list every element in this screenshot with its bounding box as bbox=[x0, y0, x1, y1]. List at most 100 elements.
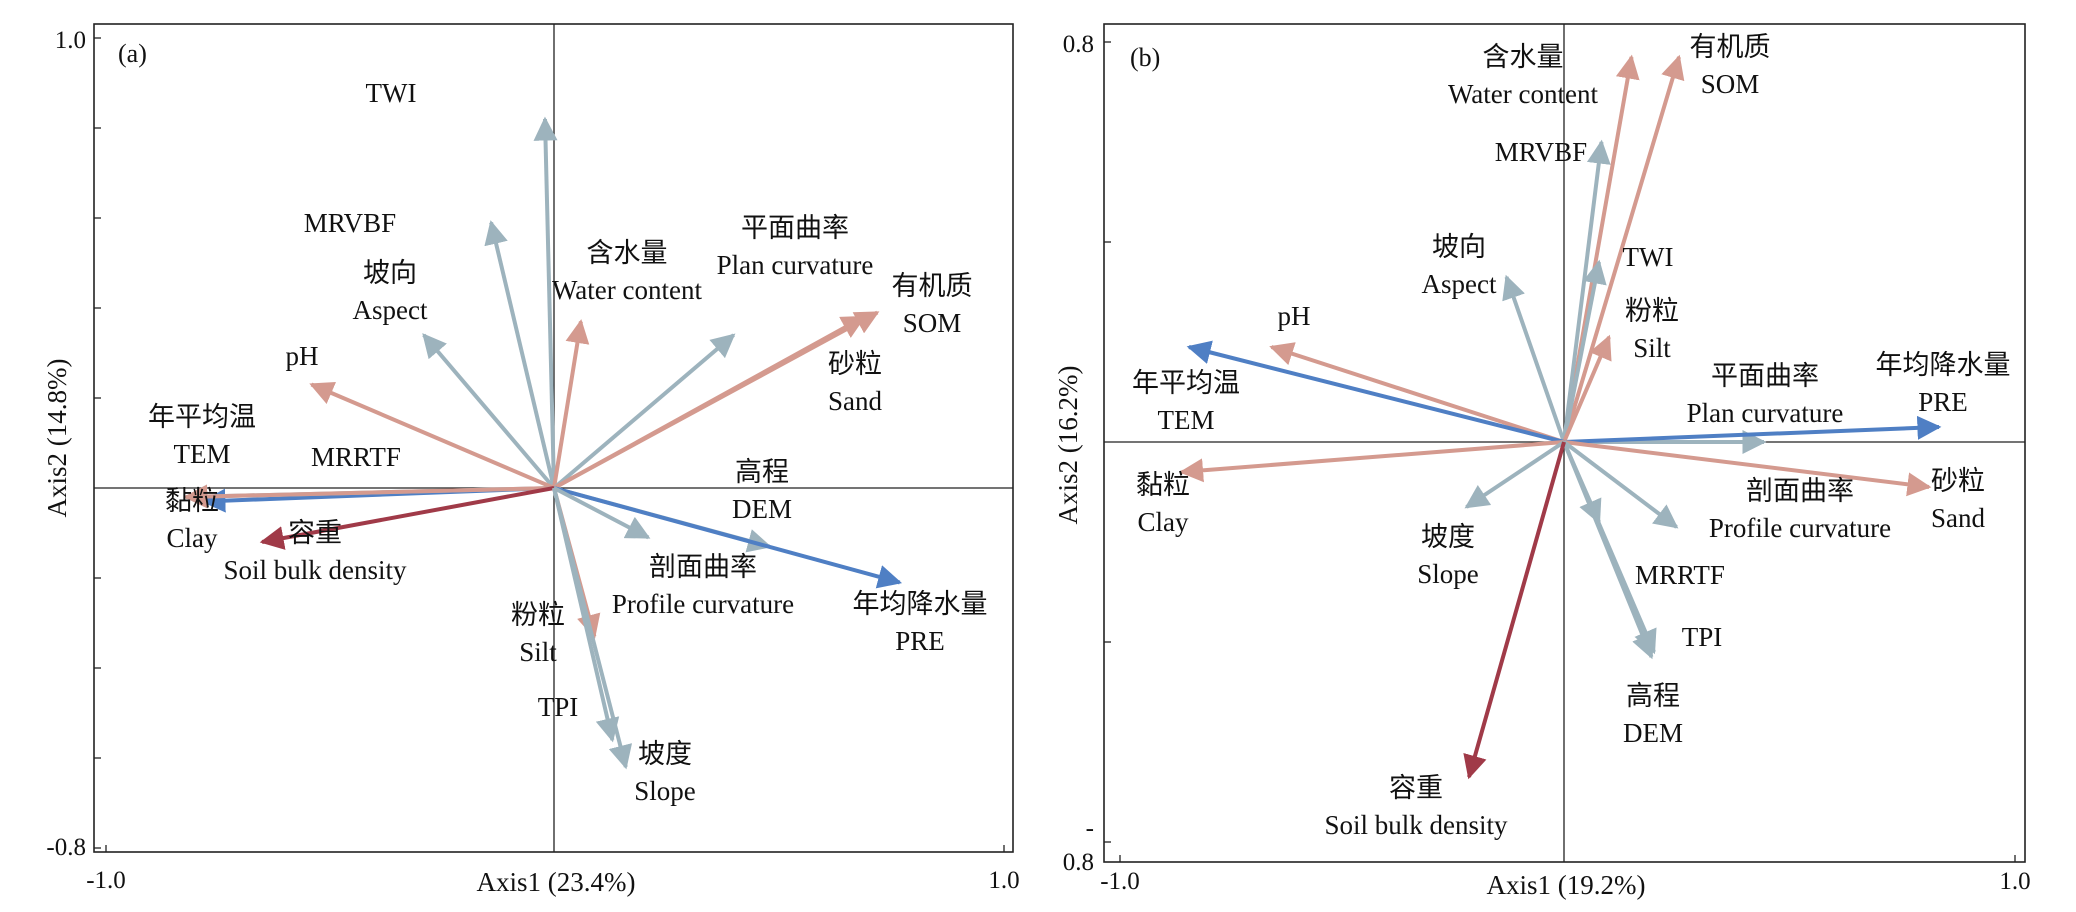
panel-b-label-tem: 年平均温 TEM bbox=[1132, 368, 1240, 435]
panel-a-arrow-sand bbox=[553, 315, 866, 490]
panel-a-label-twi: TWI bbox=[366, 78, 417, 108]
panel-b-ytick-label-mid: - bbox=[1086, 815, 1094, 842]
panel-a-label-mrrtf: MRRTF bbox=[311, 442, 401, 472]
panel-a-label-bulkdensity-line-1: Soil bulk density bbox=[223, 555, 407, 585]
panel-a-label-bulkdensity-line-0: 容重 bbox=[288, 518, 342, 548]
panel-a-label-watercontent-line-0: 含水量 bbox=[587, 238, 668, 268]
panel-a-label-som-line-0: 有机质 bbox=[892, 271, 973, 301]
panel-b-label-pre-line-1: PRE bbox=[1918, 387, 1968, 417]
panel-b-label-som-line-1: SOM bbox=[1701, 69, 1760, 99]
panel-b-label-dem-line-1: DEM bbox=[1623, 718, 1683, 748]
panel-b-ytick-label-top: 0.8 bbox=[1063, 31, 1094, 58]
panel-b-label-aspect-line-1: Aspect bbox=[1422, 269, 1497, 299]
panel-a-arrow-bulkdensity bbox=[259, 486, 555, 550]
panel-b-label-ph-line-0: pH bbox=[1278, 301, 1311, 331]
panel-b: 0.8 - 0.8 -1.0 1.0 Axis1 (19.2%) Axis2 (… bbox=[1053, 23, 2031, 900]
panel-b-label-profcurv: 剖面曲率 Profile curvature bbox=[1709, 476, 1891, 543]
panel-b-ytick-label-bottom: 0.8 bbox=[1063, 849, 1094, 876]
panel-b-arrow-pre bbox=[1563, 415, 1942, 444]
panel-b-tag: (b) bbox=[1130, 43, 1160, 72]
panel-b-arrow-bulkdensity bbox=[1463, 441, 1566, 780]
panel-b-label-sand-line-0: 砂粒 bbox=[1931, 466, 1985, 496]
panel-a-label-aspect: 坡向 Aspect bbox=[353, 258, 428, 325]
panel-a-label-tpi: TPI bbox=[538, 692, 579, 722]
panel-a-label-dem: 高程 DEM bbox=[732, 457, 792, 524]
panel-b-label-pre: 年均降水量 PRE bbox=[1876, 350, 2011, 417]
panel-b-label-silt-line-0: 粉粒 bbox=[1625, 296, 1679, 326]
panel-b-arrow-som bbox=[1562, 54, 1685, 443]
panel-b-arrow-profcurv bbox=[1562, 440, 1679, 529]
panel-a-label-pre-line-0: 年均降水量 bbox=[853, 589, 988, 619]
panel-a-arrow-watercontent bbox=[552, 319, 590, 489]
panel-a-label-ph: pH bbox=[286, 341, 319, 371]
panel-b-label-watercontent-line-0: 含水量 bbox=[1483, 42, 1564, 72]
panel-a-label-watercontent: 含水量 Water content bbox=[552, 238, 703, 305]
panel-b-arrow-clay bbox=[1179, 440, 1565, 483]
panel-a-label-clay-line-1: Clay bbox=[167, 523, 218, 553]
panel-b-label-plancurv-line-1: Plan curvature bbox=[1687, 398, 1844, 428]
panel-a-ytick-label-top: 1.0 bbox=[55, 27, 86, 54]
panel-b-label-tem-line-1: TEM bbox=[1158, 405, 1215, 435]
panel-b-label-tpi-line-0: TPI bbox=[1682, 622, 1723, 652]
panel-b-label-plancurv-line-0: 平面曲率 bbox=[1711, 361, 1819, 391]
panel-a-label-plancurv-line-1: Plan curvature bbox=[717, 250, 874, 280]
panel-b-label-slope-line-0: 坡度 bbox=[1421, 522, 1475, 552]
panel-a-ytick-label-bottom: -0.8 bbox=[46, 834, 86, 861]
panel-a-label-slope: 坡度 Slope bbox=[634, 739, 696, 806]
panel-a-label-slope-line-1: Slope bbox=[634, 776, 696, 806]
panel-a-label-tem: 年平均温 TEM bbox=[148, 402, 256, 469]
panel-b-label-bulkdensity-line-1: Soil bulk density bbox=[1324, 810, 1508, 840]
panel-b-label-pre-line-0: 年均降水量 bbox=[1876, 350, 2011, 380]
panel-b-labels: 含水量 Water content 有机质 SOM MRVBF TWI 坡向 Aspect 粉粒… bbox=[1132, 32, 2011, 840]
panel-b-arrow-slope bbox=[1464, 440, 1566, 509]
panel-b-label-sand: 砂粒 Sand bbox=[1931, 466, 1986, 533]
panel-a-label-som: 有机质 SOM bbox=[892, 271, 973, 338]
panel-b-arrow-silt bbox=[1562, 334, 1612, 443]
panel-a-label-clay-line-0: 黏粒 bbox=[165, 486, 219, 516]
panel-b-label-profcurv-line-1: Profile curvature bbox=[1709, 513, 1891, 543]
panel-b-arrow-aspect bbox=[1502, 274, 1566, 443]
panel-b-label-bulkdensity-line-0: 容重 bbox=[1389, 773, 1443, 803]
panel-a-label-bulkdensity: 容重 Soil bulk density bbox=[223, 518, 407, 585]
panel-b-x-axis-title: Axis1 (19.2%) bbox=[1487, 870, 1646, 900]
panel-b-arrow-sand bbox=[1563, 440, 1932, 497]
panel-b-arrow-mrvbf bbox=[1562, 139, 1611, 443]
panel-a-label-plancurv: 平面曲率 Plan curvature bbox=[717, 213, 874, 280]
panel-a-tag: (a) bbox=[118, 39, 147, 68]
panel-a-xtick-label-right: 1.0 bbox=[988, 867, 1019, 894]
panel-b-label-som-line-0: 有机质 bbox=[1690, 32, 1771, 62]
panel-a-arrows bbox=[183, 116, 903, 770]
panel-b-label-slope: 坡度 Slope bbox=[1417, 522, 1479, 589]
panel-b-label-profcurv-line-0: 剖面曲率 bbox=[1746, 476, 1854, 506]
panel-b-label-bulkdensity: 容重 Soil bulk density bbox=[1324, 773, 1508, 840]
panel-a-labels: TWI MRVBF 坡向 Aspect 含水量 Water content 平面曲率 Plan… bbox=[148, 78, 988, 806]
panel-b-label-clay-line-0: 黏粒 bbox=[1136, 470, 1190, 500]
panel-a-y-axis-title: Axis2 (14.8%) bbox=[42, 359, 72, 518]
panel-a-label-slope-line-0: 坡度 bbox=[638, 739, 692, 769]
panel-a-arrow-clay bbox=[183, 484, 555, 509]
panel-a-label-silt-line-1: Silt bbox=[519, 637, 557, 667]
panel-a-label-profcurv-line-0: 剖面曲率 bbox=[649, 552, 757, 582]
panel-a-x-axis-title: Axis1 (23.4%) bbox=[477, 867, 636, 897]
panel-a-arrow-aspect bbox=[422, 333, 556, 490]
panel-b-label-mrrtf: MRRTF bbox=[1635, 560, 1725, 590]
panel-b-label-clay-line-1: Clay bbox=[1138, 507, 1189, 537]
panel-a-label-aspect-line-0: 坡向 bbox=[363, 258, 417, 288]
panel-b-arrow-tem bbox=[1186, 340, 1565, 444]
panel-a-xtick-label-left: -1.0 bbox=[86, 867, 126, 894]
panel-b-label-silt-line-1: Silt bbox=[1633, 333, 1671, 363]
panel-b-arrow-dem bbox=[1562, 441, 1657, 655]
panel-a-label-som-line-1: SOM bbox=[903, 308, 962, 338]
panel-b-label-mrvbf-line-0: MRVBF bbox=[1495, 137, 1587, 167]
panel-b-label-twi-line-0: TWI bbox=[1623, 242, 1674, 272]
panel-a-label-mrvbf-line-0: MRVBF bbox=[304, 208, 396, 238]
panel-b-label-sand-line-1: Sand bbox=[1931, 503, 1986, 533]
panel-a-label-profcurv: 剖面曲率 Profile curvature bbox=[612, 552, 794, 619]
panel-b-label-clay: 黏粒 Clay bbox=[1136, 470, 1190, 537]
panel-b-y-axis-title: Axis2 (16.2%) bbox=[1053, 366, 1083, 525]
panel-a-label-sand-line-1: Sand bbox=[828, 386, 883, 416]
panel-a-arrow-ph bbox=[309, 381, 555, 490]
panel-a-label-dem-line-1: DEM bbox=[732, 494, 792, 524]
panel-a-label-aspect-line-1: Aspect bbox=[353, 295, 428, 325]
